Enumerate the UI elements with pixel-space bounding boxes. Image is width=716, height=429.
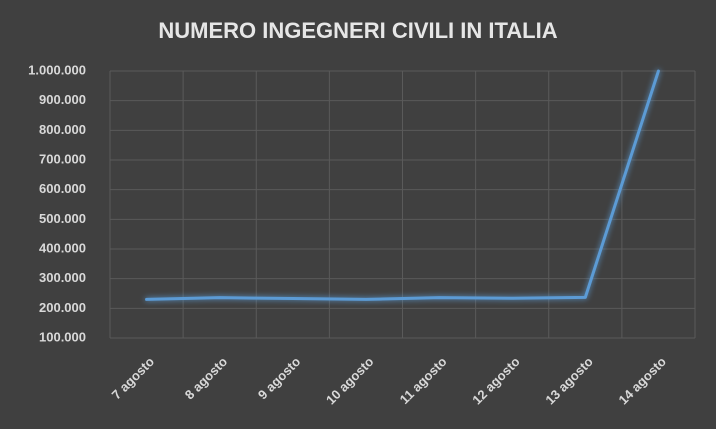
y-tick-label: 800.000: [39, 122, 86, 137]
data-line: [145, 69, 660, 301]
y-tick-label: 200.000: [39, 300, 86, 315]
y-tick-label: 100.000: [39, 329, 86, 344]
y-tick-label: 900.000: [39, 92, 86, 107]
chart-title: NUMERO INGEGNERI CIVILI IN ITALIA: [158, 18, 557, 43]
y-tick-label: 500.000: [39, 211, 86, 226]
y-tick-label: 1.000.000: [28, 62, 86, 77]
y-tick-label: 700.000: [39, 151, 86, 166]
y-tick-label: 400.000: [39, 240, 86, 255]
y-tick-label: 600.000: [39, 181, 86, 196]
y-tick-label: 300.000: [39, 270, 86, 285]
